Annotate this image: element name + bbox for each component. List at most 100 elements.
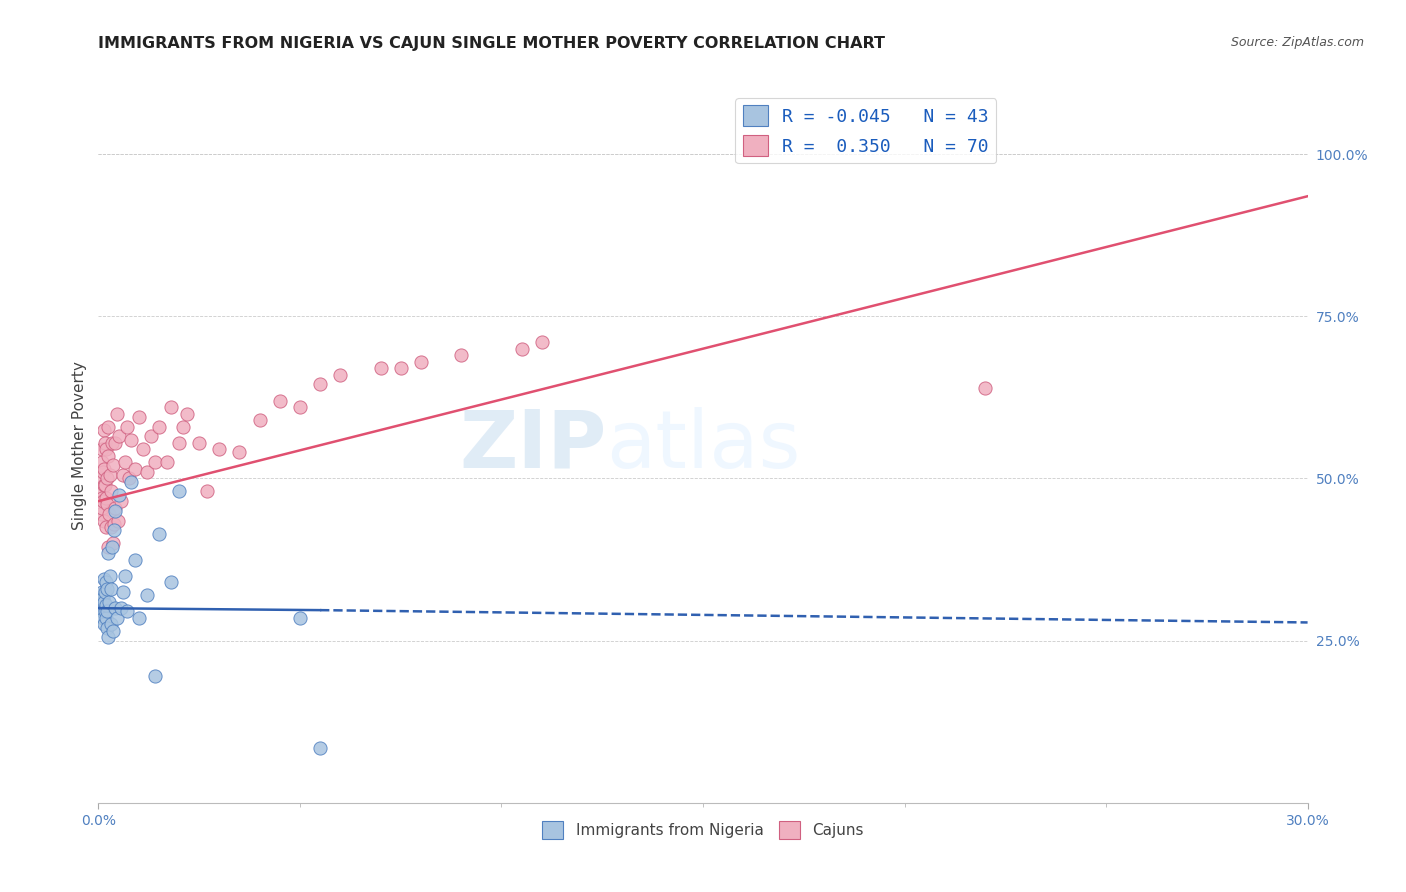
Point [93,461,115,475]
Point [96,621,118,635]
Point [167,435,190,450]
Point [111,585,134,599]
Point [91,455,114,469]
Point [104,500,127,515]
Point [103,435,125,450]
Point [124,461,146,475]
Point [188,435,211,450]
Point [100,520,122,534]
Point [96,604,118,618]
Point [249,413,271,427]
Point [370,361,392,376]
Point [97,540,120,554]
Point [115,419,138,434]
Point [105,407,128,421]
Point [105,611,128,625]
Point [135,465,157,479]
Point [409,354,432,368]
Point [96,582,118,596]
Point [309,740,332,755]
Point [90,491,112,505]
Point [91,494,114,508]
Point [118,471,141,485]
Point [107,488,129,502]
Y-axis label: Single Mother Poverty: Single Mother Poverty [72,361,87,531]
Point [97,546,120,560]
Point [124,552,146,566]
Point [96,497,118,511]
Point [97,631,120,645]
Point [90,598,112,612]
Point [128,611,150,625]
Point [510,342,533,356]
Point [91,591,114,606]
Point [103,516,125,531]
Point [90,507,112,521]
Point [104,504,127,518]
Point [208,442,231,457]
Point [94,435,117,450]
Point [94,442,117,457]
Point [114,455,136,469]
Point [110,601,132,615]
Point [93,617,115,632]
Point [228,445,250,459]
Point [98,468,121,483]
Point [156,455,179,469]
Point [97,595,120,609]
Point [974,381,997,395]
Point [309,377,332,392]
Point [139,429,162,443]
Point [89,484,111,499]
Point [91,442,114,457]
Point [172,419,194,434]
Point [103,524,125,538]
Point [100,582,122,596]
Point [389,361,412,376]
Point [100,617,122,632]
Point [195,484,218,499]
Point [160,575,183,590]
Point [94,491,117,505]
Point [100,484,122,499]
Point [101,624,124,638]
Point [94,604,117,618]
Point [450,348,472,362]
Text: Source: ZipAtlas.com: Source: ZipAtlas.com [1230,36,1364,49]
Point [132,442,155,457]
Point [269,393,291,408]
Point [98,568,121,582]
Point [120,433,142,447]
Point [93,572,115,586]
Point [176,407,198,421]
Point [94,478,117,492]
Point [93,514,115,528]
Point [93,423,115,437]
Point [97,419,120,434]
Point [96,575,118,590]
Point [91,585,114,599]
Point [148,526,170,541]
Point [115,604,138,618]
Point [91,500,114,515]
Point [101,536,124,550]
Point [288,611,311,625]
Point [96,520,118,534]
Point [100,435,122,450]
Point [114,568,136,582]
Point [111,468,134,483]
Point [135,588,157,602]
Point [100,540,122,554]
Point [94,585,117,599]
Point [103,601,125,615]
Point [97,507,120,521]
Point [90,471,112,485]
Text: ZIP: ZIP [458,407,606,485]
Point [160,400,183,414]
Legend: Immigrants from Nigeria, Cajuns: Immigrants from Nigeria, Cajuns [536,815,870,845]
Point [167,484,190,499]
Point [530,335,553,350]
Point [93,478,115,492]
Text: atlas: atlas [606,407,800,485]
Point [107,429,129,443]
